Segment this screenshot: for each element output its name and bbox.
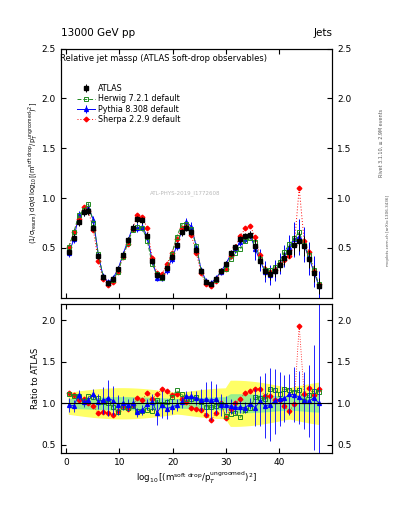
Y-axis label: Ratio to ATLAS: Ratio to ATLAS xyxy=(31,348,40,409)
Text: Jets: Jets xyxy=(313,28,332,38)
Text: mcplots.cern.ch [arXiv:1306.3436]: mcplots.cern.ch [arXiv:1306.3436] xyxy=(386,195,390,266)
Y-axis label: (1/σ$_{\mathrm{resum}}$) dσ/d log$_{10}$[(m$^{\mathrm{soft\ drop}}$/p$_T^{\mathr: (1/σ$_{\mathrm{resum}}$) dσ/d log$_{10}$… xyxy=(27,102,40,244)
Legend: ATLAS, Herwig 7.2.1 default, Pythia 8.308 default, Sherpa 2.2.9 default: ATLAS, Herwig 7.2.1 default, Pythia 8.30… xyxy=(76,82,182,125)
X-axis label: $\log_{10}$[(m$^{\rm soft\ drop}$/p$_T^{\rm ungroomed}$)$^2$]: $\log_{10}$[(m$^{\rm soft\ drop}$/p$_T^{… xyxy=(136,470,257,486)
Text: Rivet 3.1.10, ≥ 2.9M events: Rivet 3.1.10, ≥ 2.9M events xyxy=(379,109,384,178)
Text: Relative jet massρ (ATLAS soft-drop observables): Relative jet massρ (ATLAS soft-drop obse… xyxy=(61,54,268,62)
Text: 13000 GeV pp: 13000 GeV pp xyxy=(61,28,135,38)
Text: ATL-PHYS-2019_I1772608: ATL-PHYS-2019_I1772608 xyxy=(151,190,221,196)
